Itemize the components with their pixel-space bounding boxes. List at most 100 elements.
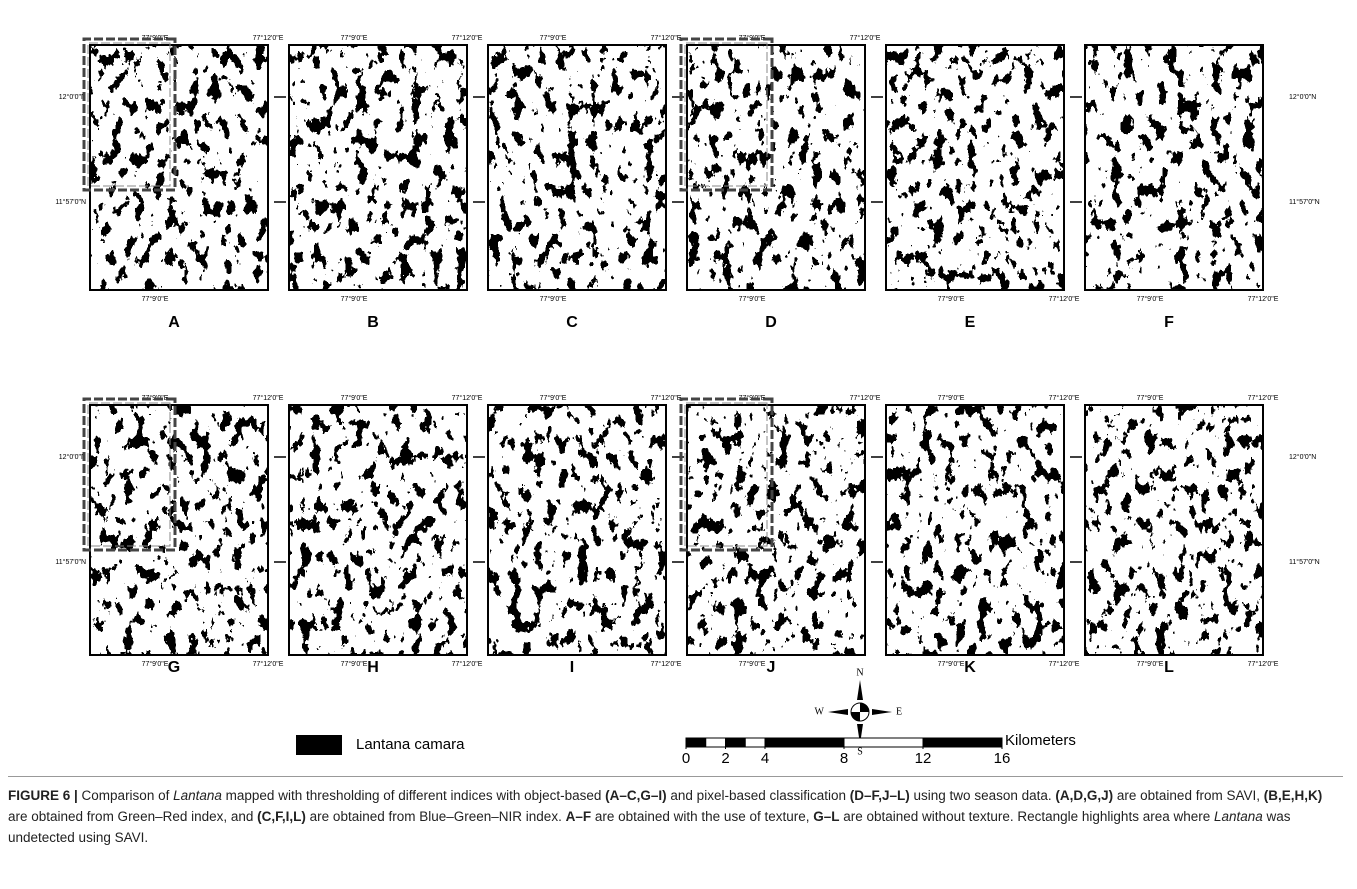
panel-label: C xyxy=(566,314,578,331)
scale-tick-label: 2 xyxy=(721,750,729,767)
lon-label: 77°12'0"E xyxy=(651,394,682,402)
highlight-box xyxy=(684,42,768,187)
lat-label: 11°57'0"N xyxy=(55,558,86,566)
map-image xyxy=(289,405,467,655)
caption-run: (A,D,G,J) xyxy=(1055,788,1114,803)
lon-label: 77°9'0"E xyxy=(1137,394,1164,402)
panel-label: D xyxy=(765,314,777,331)
lon-label: 77°12'0"E xyxy=(1049,394,1080,402)
lon-label: 77°12'0"E xyxy=(253,394,284,402)
caption-run: Lantana xyxy=(173,788,222,803)
lat-label: 11°57'0"N xyxy=(1289,558,1320,566)
lon-label: 77°12'0"E xyxy=(651,660,682,668)
scale-tick-label: 12 xyxy=(915,750,932,767)
caption-run: (D–F,J–L) xyxy=(849,788,910,803)
highlight-box xyxy=(82,397,177,552)
scale-tick-label: 16 xyxy=(994,750,1011,767)
lon-label: 77°9'0"E xyxy=(938,660,965,668)
scale-tick-label: 8 xyxy=(840,750,848,767)
lon-label: 77°9'0"E xyxy=(938,394,965,402)
caption-run: was undetected using SAVI. xyxy=(8,809,1291,845)
highlight-box xyxy=(684,402,768,547)
lon-label: 77°9'0"E xyxy=(540,34,567,42)
panel-label: L xyxy=(1164,659,1174,676)
scale-tick-label: 4 xyxy=(761,750,769,767)
compass: N S W E xyxy=(815,667,903,757)
lat-label: 11°57'0"N xyxy=(55,198,86,206)
lon-label: 77°9'0"E xyxy=(540,394,567,402)
panel-label: F xyxy=(1164,314,1174,331)
lon-label: 77°9'0"E xyxy=(142,295,169,303)
scale-segment xyxy=(744,737,766,748)
scale-segment xyxy=(685,737,707,748)
caption-run: (C,F,I,L) xyxy=(257,809,306,824)
lon-label: 77°12'0"E xyxy=(1248,660,1279,668)
map-frame xyxy=(89,404,269,656)
lon-label: 77°9'0"E xyxy=(1137,660,1164,668)
lon-label: 77°9'0"E xyxy=(938,295,965,303)
panel-label: K xyxy=(964,659,976,676)
lon-label: 77°12'0"E xyxy=(1248,394,1279,402)
highlight-box xyxy=(87,42,171,187)
map-image xyxy=(488,45,666,290)
lon-label: 77°9'0"E xyxy=(341,660,368,668)
lon-label: 77°9'0"E xyxy=(341,34,368,42)
lon-label: 77°9'0"E xyxy=(142,660,169,668)
highlight-box xyxy=(679,37,774,192)
lon-label: 77°9'0"E xyxy=(739,295,766,303)
map-frame xyxy=(686,44,866,291)
lat-label: 12°0'0"N xyxy=(59,93,86,101)
map-image xyxy=(488,405,666,655)
figure: Lantana camara N S W E Kilometers A 77°9'… xyxy=(55,34,1320,767)
scale-segment xyxy=(843,737,924,748)
caption-run: (B,E,H,K) xyxy=(1263,788,1323,803)
caption-run: are obtained from Green–Red index, and xyxy=(8,809,258,824)
panel-label: H xyxy=(367,659,379,676)
panel-label: E xyxy=(965,314,976,331)
lon-label: 77°9'0"E xyxy=(739,660,766,668)
map-frame xyxy=(288,44,468,291)
legend-swatch xyxy=(296,735,342,755)
map-image xyxy=(886,405,1064,655)
map-image xyxy=(1085,45,1263,290)
lon-label: 77°12'0"E xyxy=(452,394,483,402)
panel-label: B xyxy=(367,314,379,331)
lat-label: 11°57'0"N xyxy=(1289,198,1320,206)
caption-run: are obtained with the use of texture, xyxy=(591,809,814,824)
lon-label: 77°12'0"E xyxy=(253,34,284,42)
lon-label: 77°9'0"E xyxy=(341,394,368,402)
map-frame xyxy=(487,404,667,656)
panel-label: A xyxy=(168,314,180,331)
caption-run: Lantana xyxy=(1213,809,1263,824)
caption-run: using two season data. xyxy=(909,788,1056,803)
caption-run: FIGURE 6 | xyxy=(8,788,78,803)
lon-label: 77°12'0"E xyxy=(850,394,881,402)
lon-label: 77°12'0"E xyxy=(452,660,483,668)
highlight-box xyxy=(82,37,177,192)
caption: FIGURE 6 | Comparison of Lantana mapped … xyxy=(8,776,1343,848)
map-frame xyxy=(1084,44,1264,291)
lon-label: 77°9'0"E xyxy=(540,295,567,303)
legend-label: Lantana camara xyxy=(356,736,465,753)
map-image xyxy=(1085,405,1263,655)
panel-label: G xyxy=(168,659,180,676)
map-frame xyxy=(686,404,866,656)
highlight-box xyxy=(679,397,774,552)
compass-e: E xyxy=(896,706,902,717)
scale-unit: Kilometers xyxy=(1005,732,1076,749)
map-image xyxy=(90,45,268,290)
caption-run: Comparison of xyxy=(77,788,174,803)
panel-label: J xyxy=(767,659,776,676)
compass-w: W xyxy=(815,706,825,717)
map-frame xyxy=(885,44,1065,291)
caption-run: G–L xyxy=(813,809,840,824)
lat-label: 12°0'0"N xyxy=(1289,93,1316,101)
compass-n: N xyxy=(856,667,863,678)
lon-label: 77°12'0"E xyxy=(1049,295,1080,303)
highlight-box xyxy=(87,402,171,547)
caption-run: are obtained from SAVI, xyxy=(1113,788,1264,803)
lon-label: 77°12'0"E xyxy=(1248,295,1279,303)
lon-label: 77°9'0"E xyxy=(341,295,368,303)
caption-run: are obtained from Blue–Green–NIR index. xyxy=(305,809,566,824)
